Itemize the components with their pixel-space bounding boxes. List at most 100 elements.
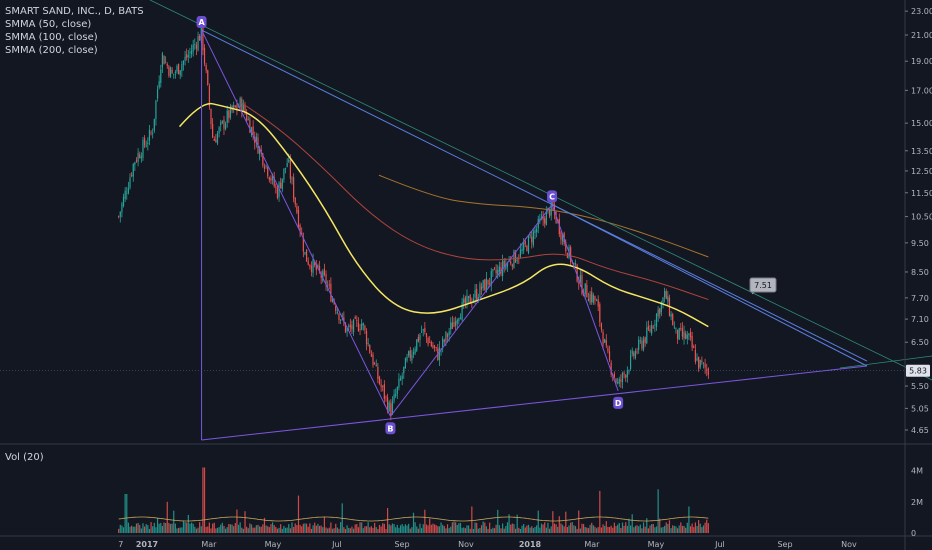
candle-body	[461, 302, 463, 321]
candle-body	[617, 382, 619, 383]
volume-bar	[527, 524, 530, 533]
candle-body	[450, 322, 452, 330]
volume-bar	[233, 526, 235, 533]
candle-body	[190, 50, 193, 55]
volume-bar	[143, 526, 146, 533]
current-price-badge	[906, 364, 930, 377]
volume-bar	[565, 511, 567, 533]
candle-body	[312, 259, 314, 273]
volume-bar	[440, 522, 442, 533]
candle-body	[385, 396, 387, 398]
candle-body	[495, 269, 497, 274]
candle-body	[584, 283, 586, 294]
volume-bar	[521, 525, 523, 533]
candle-body	[408, 351, 410, 356]
pattern-drawings: 5.83 A B C D 7.51	[0, 0, 932, 441]
candle-body	[707, 368, 709, 375]
candle-body	[665, 291, 667, 300]
volume-bar	[691, 523, 693, 533]
candle-body	[510, 261, 512, 264]
volume-bar	[140, 528, 142, 533]
volume-bar	[639, 524, 641, 533]
candle-body	[633, 352, 635, 357]
candle-body	[482, 280, 484, 288]
candle-body	[702, 362, 705, 364]
candle-body	[382, 385, 384, 387]
volume-bar	[657, 489, 659, 533]
volume-bar	[414, 522, 416, 533]
volume-bar	[688, 506, 690, 533]
volume-bar	[165, 523, 167, 533]
pattern-point-D	[613, 396, 624, 409]
volume-bar	[508, 514, 510, 533]
candle-body	[469, 294, 471, 304]
volume-bar	[561, 524, 564, 533]
volume-bar	[642, 522, 645, 533]
candle-body	[524, 241, 526, 244]
volume-bar	[442, 524, 444, 533]
volume-bar	[416, 526, 418, 533]
candle-body	[195, 44, 198, 49]
candle-body	[455, 321, 457, 326]
candle-body	[681, 328, 684, 337]
candle-body	[322, 271, 324, 281]
candle-body	[458, 318, 460, 322]
volume-bar	[479, 527, 481, 533]
candle-body	[181, 64, 183, 71]
volume-bar	[602, 524, 604, 533]
volume-bar	[386, 508, 389, 533]
pattern-point-B	[385, 422, 396, 435]
volume-bar	[625, 522, 627, 533]
candle-body	[305, 249, 308, 262]
candle-body	[497, 269, 499, 275]
x-tick-label: 2018	[519, 540, 542, 549]
candle-body	[318, 266, 321, 272]
volume-bar	[132, 526, 134, 533]
volume-bar	[523, 523, 525, 533]
candle-body	[620, 379, 622, 382]
volume-bar	[532, 528, 534, 533]
candle-body	[271, 175, 274, 180]
candle-body	[641, 340, 643, 349]
candle-body	[628, 370, 630, 372]
candle-body	[595, 300, 598, 302]
candle-body	[378, 376, 381, 384]
volume-bar	[571, 522, 573, 533]
volume-bar	[215, 528, 217, 533]
candle-body	[401, 375, 403, 379]
candle-body	[683, 331, 685, 339]
volume-bar	[312, 525, 314, 533]
volume-bar	[463, 527, 465, 533]
volume-bar	[706, 519, 708, 533]
volume-bar	[574, 526, 577, 533]
volume-bar	[226, 527, 228, 533]
candle-body	[456, 319, 458, 324]
legend-smma50: SMMA (50, close)	[5, 19, 92, 30]
volume-bar	[451, 522, 453, 533]
candle-body	[221, 120, 223, 123]
candle-body	[574, 263, 577, 265]
volume-bar	[482, 521, 484, 533]
volume-bar	[665, 522, 667, 533]
volume-bar	[275, 526, 277, 533]
candle-body	[654, 324, 656, 326]
volume-bar	[594, 526, 596, 533]
candle-body	[174, 72, 176, 73]
volume-bar	[421, 528, 423, 533]
volume-bar	[526, 525, 528, 533]
smma100-line	[241, 102, 709, 301]
volume-bar	[445, 528, 447, 533]
volume-bar	[579, 528, 581, 533]
volume-bar	[314, 522, 316, 533]
candle-body	[466, 295, 468, 305]
volume-bar	[153, 522, 155, 533]
candle-body	[685, 333, 687, 340]
volume-bar	[696, 526, 698, 533]
pattern-leg-BC	[390, 204, 553, 417]
candle-body	[317, 265, 319, 269]
volume-bar	[419, 523, 421, 533]
volume-bar	[485, 526, 488, 533]
volume-bar	[377, 529, 379, 533]
candle-body	[680, 328, 682, 329]
